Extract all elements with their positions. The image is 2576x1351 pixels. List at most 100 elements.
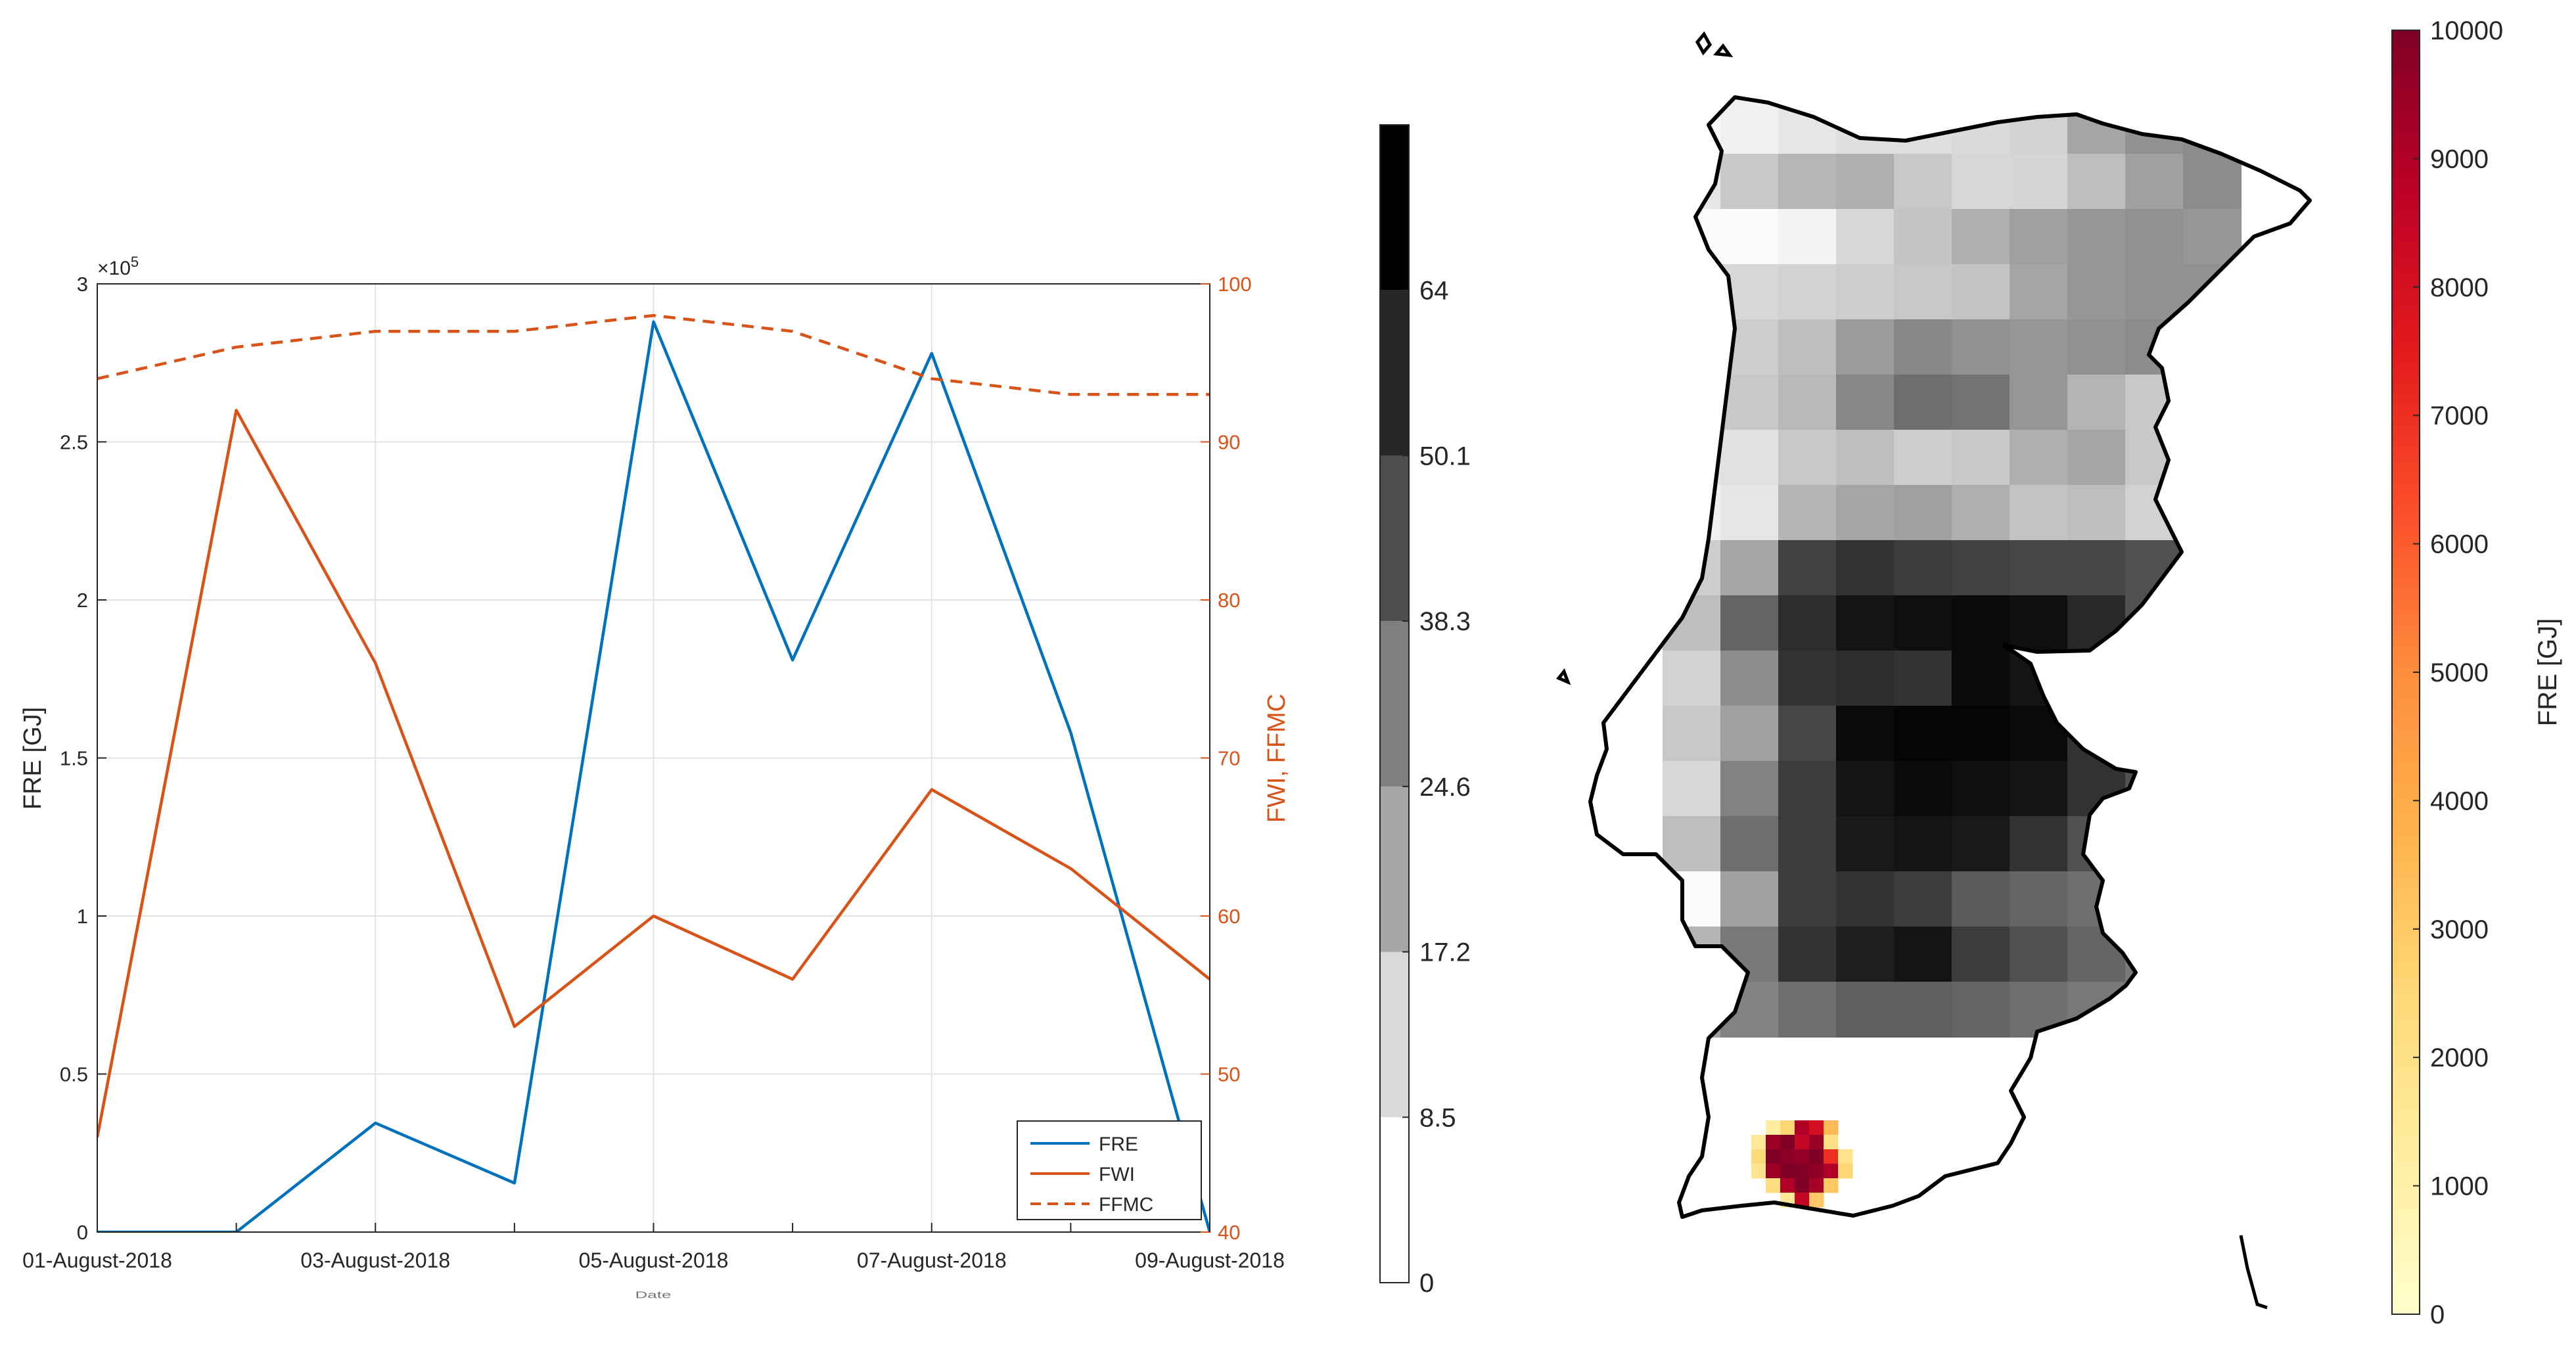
map-cell [1952, 319, 2010, 375]
grey-colorbar-frame [1379, 124, 1410, 1283]
map-cell [2183, 927, 2242, 982]
map-cell [2010, 706, 2068, 762]
grey-colorbar-tick-label: 50.1 [1419, 442, 1471, 470]
map-cell [1894, 595, 1952, 651]
left-tick-label: 1.5 [60, 747, 88, 770]
fre-hotspot [1751, 1120, 1853, 1208]
fre-hotspot-cell [1809, 1120, 1824, 1135]
map-cell [2125, 871, 2184, 927]
map-cell [1894, 706, 1952, 762]
map-cell [1778, 209, 1837, 265]
right-tick-label: 50 [1218, 1063, 1240, 1086]
map-cell [2067, 595, 2126, 651]
map-cell [1894, 816, 1952, 872]
berlengas-island [1555, 668, 1571, 685]
map-cell [2010, 761, 2068, 817]
series-fre-line [97, 320, 1210, 1232]
fre-colorbar-tick-label: 2000 [2430, 1043, 2489, 1072]
map-cell [2010, 375, 2068, 430]
legend-fre-label: FRE [1099, 1133, 1138, 1155]
x-tick-label: 05-August-2018 [579, 1248, 729, 1272]
map-cell [2067, 927, 2126, 982]
map-cell [2067, 651, 2126, 706]
map-cell [1663, 651, 1721, 706]
map-cell [2125, 209, 2184, 265]
x-tick-label: 01-August-2018 [22, 1248, 172, 1272]
map-cell [2125, 264, 2184, 320]
map-cell [1952, 871, 2010, 927]
map-cell [1720, 871, 1779, 927]
map-cell [1663, 375, 1721, 430]
series-ffmc-line [97, 313, 1210, 396]
map-cell [1894, 651, 1952, 706]
map-cell [1952, 264, 2010, 320]
fre-hotspot-cell [1780, 1149, 1795, 1164]
grey-colorbar-bins [1380, 125, 1409, 1283]
legend-ffmc-label: FFMC [1099, 1194, 1153, 1216]
map-cell [2125, 595, 2184, 651]
map-cell [1663, 816, 1721, 872]
fre-hotspot-cell [1780, 1178, 1795, 1193]
fre-hotspot-cell [1809, 1193, 1824, 1208]
fre-hotspot-cell [1795, 1193, 1810, 1208]
map-cell [2183, 99, 2242, 154]
map-cell [1663, 319, 1721, 375]
map-cell [2125, 651, 2184, 706]
map-cell [2183, 430, 2242, 486]
fre-colorbar-tick-label: 0 [2430, 1300, 2445, 1329]
line-chart: 0 0.5 1 1.5 2 2.5 3 40 50 60 70 80 90 100 01-August-… [19, 254, 1291, 1300]
fre-hotspot-cell [1838, 1149, 1853, 1164]
map-cell [2125, 319, 2184, 375]
map-cell [1778, 982, 1837, 1038]
left-axis-label: FRE [GJ] [19, 707, 47, 810]
map-cell [1894, 982, 1952, 1038]
map-cell [1836, 595, 1895, 651]
fre-hotspot-cell [1809, 1135, 1824, 1150]
map-cell [1952, 209, 2010, 265]
map-cell [1720, 430, 1779, 486]
map-cell [2125, 485, 2184, 541]
map-cell [1720, 816, 1779, 872]
map-cell [1836, 154, 1895, 210]
right-tick-label: 80 [1218, 589, 1240, 612]
map-cell [2183, 871, 2242, 927]
fre-hotspot-cell [1824, 1135, 1839, 1150]
galicia-coast-fragment [1695, 31, 1734, 58]
map-cell [2010, 871, 2068, 927]
fre-hotspot-cell [1809, 1164, 1824, 1179]
map-cell [1663, 430, 1721, 486]
map-cell [1836, 485, 1895, 541]
grey-colorbar-tick-label: 38.3 [1419, 607, 1471, 636]
grey-colorbar-tick-label: 17.2 [1419, 938, 1471, 967]
right-tick-label: 70 [1218, 747, 1240, 770]
map-cell [2010, 540, 2068, 596]
fre-colorbar: 0 1000 2000 3000 4000 5000 6000 7000 8000 9000 100… [2391, 16, 2562, 1329]
map-cell [1894, 761, 1952, 817]
map-cell [2010, 485, 2068, 541]
map-cell [2183, 982, 2242, 1038]
map-cell [1836, 982, 1895, 1038]
map-cell [1663, 154, 1721, 210]
map-cell [2067, 982, 2126, 1038]
map-cell [1720, 154, 1779, 210]
fre-hotspot-cell [1809, 1149, 1824, 1164]
left-axis-ticks: 0 0.5 1 1.5 2 2.5 3 [60, 273, 106, 1244]
map-cell [1952, 927, 2010, 982]
map-cell [2183, 154, 2242, 210]
fre-colorbar-tick-label: 10000 [2430, 16, 2503, 45]
left-tick-label: 3 [77, 273, 88, 296]
fre-hotspot-cell [1780, 1120, 1795, 1135]
map-cell [2125, 375, 2184, 430]
fre-hotspot-cell [1824, 1120, 1839, 1135]
map-cell [1720, 982, 1779, 1038]
grey-colorbar-bin [1380, 455, 1409, 622]
y-multiplier: ×105 [97, 254, 139, 279]
map-cell [1720, 651, 1779, 706]
map-cell [1778, 816, 1837, 872]
grey-colorbar-bin [1380, 125, 1409, 290]
map-cell [1836, 871, 1895, 927]
map-cell [1894, 871, 1952, 927]
fre-colorbar-tick-label: 4000 [2430, 787, 2489, 815]
map-cell [1894, 927, 1952, 982]
map-cell [2183, 319, 2242, 375]
